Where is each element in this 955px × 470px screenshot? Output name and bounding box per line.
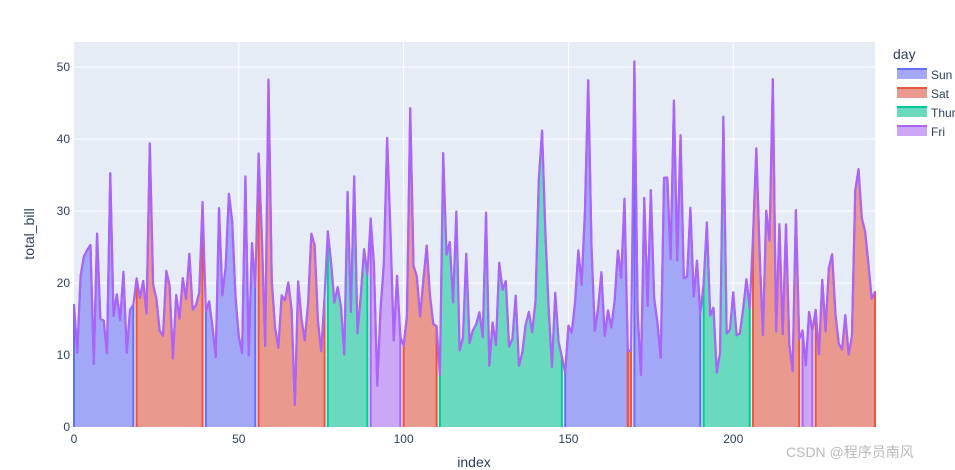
area-sat <box>258 79 325 428</box>
x-tick-label: 200 <box>723 432 743 446</box>
area-sun <box>634 61 701 428</box>
area-sat <box>815 169 875 427</box>
legend-swatch <box>897 107 927 117</box>
y-tick-label: 50 <box>57 60 71 74</box>
overlay-line <box>72 60 876 407</box>
legend-label: Fri <box>931 125 945 139</box>
watermark: CSDN @程序员南风 <box>786 444 914 460</box>
area-sat <box>136 143 203 427</box>
y-tick-label: 30 <box>57 204 71 218</box>
x-tick-label: 0 <box>71 432 78 446</box>
area-thur <box>327 176 368 427</box>
legend-title: day <box>893 46 916 62</box>
area-sun <box>205 176 256 427</box>
area-fri <box>802 312 813 427</box>
series-lines <box>72 60 876 427</box>
y-tick-label: 10 <box>57 348 71 362</box>
legend-label: Sun <box>931 68 952 82</box>
legend-swatch <box>897 88 927 98</box>
tick-labels: 0 50 100 150 200 0 10 20 30 40 50 <box>57 60 744 446</box>
y-tick-label: 20 <box>57 276 71 290</box>
legend-item-sun[interactable]: Sun <box>897 68 952 82</box>
legend-item-thur[interactable]: Thur <box>897 106 955 120</box>
legend-item-fri[interactable]: Fri <box>897 125 945 139</box>
legend-swatch <box>897 126 927 136</box>
legend-label: Sat <box>931 87 950 101</box>
area-sun <box>565 80 628 427</box>
x-tick-label: 50 <box>232 432 246 446</box>
area-sun <box>74 173 134 427</box>
x-axis-title: index <box>457 454 490 470</box>
legend-item-sat[interactable]: Sat <box>897 87 950 101</box>
area-fri <box>370 137 401 428</box>
area-sat <box>753 79 800 427</box>
grid <box>74 42 875 427</box>
x-tick-label: 100 <box>394 432 414 446</box>
legend-label: Thur <box>931 106 955 120</box>
x-tick-label: 150 <box>558 432 578 446</box>
area-fills <box>74 61 875 428</box>
legend-swatch <box>897 69 927 79</box>
y-tick-label: 0 <box>63 420 70 434</box>
y-tick-label: 40 <box>57 132 71 146</box>
y-axis-title: total_bill <box>21 208 37 259</box>
legend: day Sun Sat Thur Fri <box>893 46 955 139</box>
